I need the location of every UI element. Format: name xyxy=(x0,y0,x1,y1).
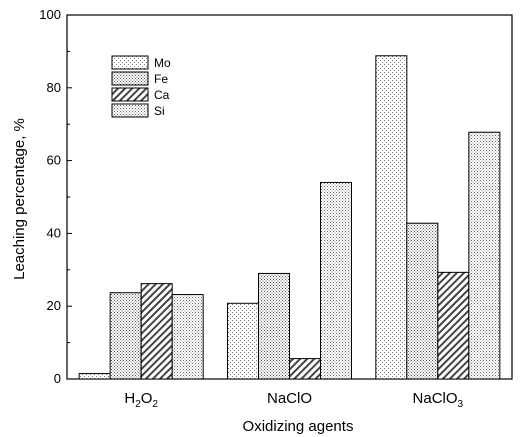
y-tick-label: 80 xyxy=(47,80,61,95)
y-tick-label: 100 xyxy=(39,7,61,22)
y-tick-label: 20 xyxy=(47,298,61,313)
x-axis: H2O2 NaClO NaClO3 xyxy=(124,374,464,410)
bar-ca-3 xyxy=(437,271,470,380)
x-tick-label: NaClO xyxy=(267,390,312,407)
bar-fe-1 xyxy=(109,292,142,380)
legend-swatch-si xyxy=(111,103,149,118)
legend-label-mo: Mo xyxy=(154,56,171,70)
bars xyxy=(78,55,501,380)
bar-ca-1 xyxy=(140,283,173,380)
y-tick-label: 60 xyxy=(47,153,61,168)
legend-swatch-mo xyxy=(111,55,149,70)
bar-si-2 xyxy=(320,181,352,380)
bar-ca-2 xyxy=(289,358,321,380)
bar-fe-2 xyxy=(258,272,290,380)
legend-label-ca: Ca xyxy=(154,88,170,102)
y-tick-label: 40 xyxy=(47,225,61,240)
legend-swatch-ca xyxy=(111,87,149,102)
bar-mo-3 xyxy=(375,55,408,380)
x-tick-label: H2O2 xyxy=(124,390,158,410)
x-axis-title: Oxidizing agents xyxy=(243,418,354,435)
bar-mo-2 xyxy=(227,302,259,380)
bar-si-1 xyxy=(171,294,204,380)
legend: Mo Fe Ca Si xyxy=(111,55,171,118)
legend-swatch-fe xyxy=(111,71,149,86)
y-axis-title: Leaching percentage, % xyxy=(11,118,28,280)
bar-fe-3 xyxy=(406,222,439,380)
legend-label-si: Si xyxy=(154,104,165,118)
y-axis: 0 20 40 60 80 100 xyxy=(39,7,72,386)
bar-mo-1 xyxy=(78,373,111,380)
x-tick-label: NaClO3 xyxy=(413,390,464,410)
y-tick-label: 0 xyxy=(54,371,61,386)
bar-si-3 xyxy=(468,131,501,380)
legend-label-fe: Fe xyxy=(154,72,168,86)
